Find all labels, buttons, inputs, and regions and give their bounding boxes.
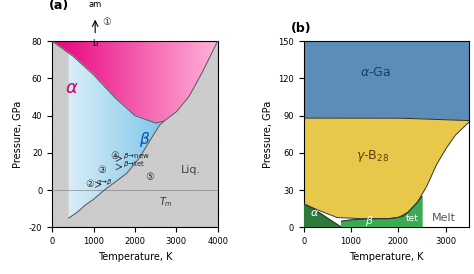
Polygon shape: [304, 204, 342, 227]
Text: $\gamma$-B$_{28}$: $\gamma$-B$_{28}$: [356, 148, 389, 164]
Y-axis label: Pressure, GPa: Pressure, GPa: [13, 101, 23, 168]
Text: $\alpha$: $\alpha$: [64, 79, 78, 97]
Text: ④: ④: [110, 151, 119, 161]
Polygon shape: [403, 196, 422, 227]
Text: ①: ①: [102, 18, 111, 27]
Text: $\alpha$: $\alpha$: [310, 208, 319, 218]
Polygon shape: [342, 216, 403, 227]
X-axis label: Temperature, K: Temperature, K: [98, 252, 172, 262]
Text: b: b: [92, 39, 98, 48]
Text: tet: tet: [405, 214, 418, 223]
Text: Liq.: Liq.: [181, 165, 201, 175]
Text: (a): (a): [49, 0, 69, 12]
Text: (b): (b): [291, 22, 311, 35]
X-axis label: Temperature, K: Temperature, K: [349, 252, 424, 262]
Y-axis label: Pressure, GPa: Pressure, GPa: [263, 101, 273, 168]
Text: $\beta\!\rightarrow\!$tet: $\beta\!\rightarrow\!$tet: [123, 159, 146, 169]
Text: ②: ②: [85, 179, 94, 189]
Text: $\alpha$-Ga: $\alpha$-Ga: [361, 66, 392, 79]
Text: Melt: Melt: [431, 213, 456, 223]
Text: $\beta\!\rightarrow\!$new: $\beta\!\rightarrow\!$new: [123, 150, 150, 161]
Text: ③: ③: [98, 165, 106, 175]
Text: $\beta$: $\beta$: [139, 130, 150, 149]
Text: $T_m$: $T_m$: [159, 195, 173, 209]
Text: $\beta$: $\beta$: [365, 214, 374, 228]
Text: ⑤: ⑤: [145, 172, 154, 182]
Text: $\alpha\!\rightarrow\!\beta$: $\alpha\!\rightarrow\!\beta$: [96, 177, 113, 187]
Text: am: am: [89, 1, 102, 9]
